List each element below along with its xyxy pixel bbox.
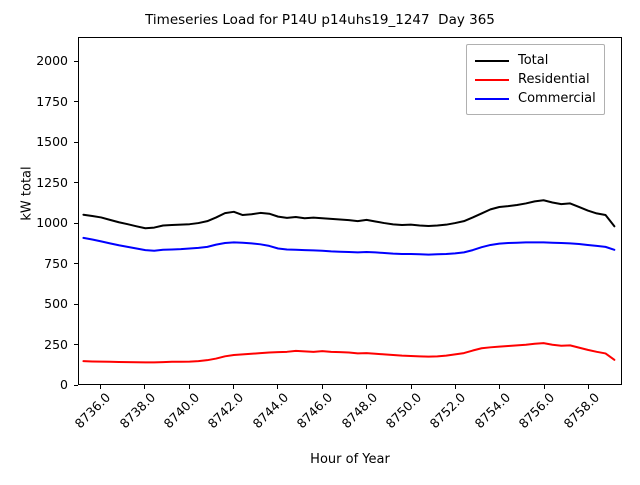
series-line-residential — [83, 343, 614, 362]
x-tick-mark — [499, 385, 501, 389]
y-tick-label: 1500 — [36, 134, 68, 150]
y-axis-label: kW total — [19, 166, 35, 221]
y-tick-label: 1750 — [36, 93, 68, 109]
y-tick-label: 2000 — [36, 53, 68, 69]
legend-label: Residential — [518, 72, 590, 87]
x-tick-mark — [188, 385, 190, 389]
x-tick-mark — [232, 385, 235, 389]
x-tick-label: 8742.0 — [205, 389, 247, 432]
x-tick-label: 8756.0 — [515, 389, 558, 432]
y-tick-label: 1250 — [36, 174, 68, 190]
x-tick-mark — [588, 385, 590, 389]
legend-label: Commercial — [518, 91, 596, 106]
x-tick-mark — [543, 385, 545, 389]
plot-canvas — [79, 38, 621, 384]
x-tick-mark — [277, 385, 279, 389]
legend-color-swatch — [475, 59, 509, 62]
x-tick-mark — [99, 385, 101, 389]
x-tick-label: 8744.0 — [249, 389, 292, 432]
legend-color-swatch — [475, 78, 509, 81]
x-tick-mark — [144, 385, 146, 389]
chart-legend: Total Residential Commercial — [466, 44, 605, 115]
x-tick-label: 8754.0 — [471, 389, 514, 432]
x-tick-label: 8748.0 — [338, 389, 380, 432]
x-tick-mark — [410, 385, 412, 389]
x-tick-label: 8750.0 — [382, 389, 425, 432]
x-axis-label: Hour of Year — [310, 452, 390, 467]
y-tick-label: 500 — [44, 296, 68, 312]
legend-item[interactable]: Residential — [475, 70, 596, 89]
x-tick-mark — [454, 385, 457, 389]
x-tick-label: 8752.0 — [427, 389, 469, 432]
y-tick-label: 250 — [44, 336, 68, 352]
legend-item[interactable]: Commercial — [475, 89, 596, 108]
x-tick-label: 8746.0 — [293, 389, 336, 432]
y-tick-label: 1000 — [36, 215, 68, 231]
x-tick-label: 8738.0 — [116, 389, 158, 432]
series-line-total — [83, 200, 614, 228]
x-tick-mark — [366, 385, 368, 389]
legend-color-swatch — [475, 97, 509, 100]
legend-item[interactable]: Total — [475, 51, 596, 70]
x-tick-label: 8758.0 — [560, 389, 602, 432]
series-line-commercial — [83, 238, 614, 255]
y-tick-label: 0 — [60, 377, 68, 392]
x-tick-mark — [321, 385, 323, 389]
series-group — [83, 200, 614, 362]
legend-label: Total — [518, 53, 549, 68]
x-tick-label: 8740.0 — [160, 389, 203, 432]
y-tick-label: 750 — [44, 255, 68, 271]
chart-title: Timeseries Load for P14U p14uhs19_1247 D… — [145, 12, 495, 28]
x-tick-label: 8736.0 — [71, 389, 114, 432]
